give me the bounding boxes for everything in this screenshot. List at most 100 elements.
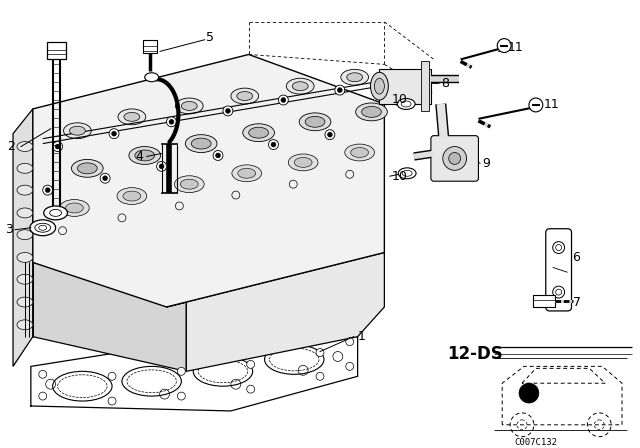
Ellipse shape bbox=[249, 127, 269, 138]
Circle shape bbox=[169, 119, 174, 124]
Ellipse shape bbox=[305, 116, 325, 127]
Ellipse shape bbox=[17, 230, 33, 240]
Ellipse shape bbox=[175, 98, 203, 114]
Ellipse shape bbox=[72, 159, 103, 177]
Ellipse shape bbox=[129, 146, 161, 164]
Circle shape bbox=[159, 164, 164, 169]
Polygon shape bbox=[13, 109, 33, 366]
Ellipse shape bbox=[398, 168, 416, 179]
Text: 3: 3 bbox=[5, 223, 13, 236]
Ellipse shape bbox=[35, 223, 51, 232]
Ellipse shape bbox=[294, 157, 312, 168]
Circle shape bbox=[223, 106, 233, 116]
Ellipse shape bbox=[180, 179, 198, 189]
Circle shape bbox=[497, 39, 511, 52]
Ellipse shape bbox=[371, 72, 388, 100]
Ellipse shape bbox=[145, 73, 159, 82]
Circle shape bbox=[449, 152, 461, 164]
Text: 9: 9 bbox=[483, 157, 490, 170]
Circle shape bbox=[109, 129, 119, 138]
Circle shape bbox=[335, 85, 345, 95]
Text: 10: 10 bbox=[391, 93, 407, 106]
Ellipse shape bbox=[288, 154, 318, 171]
Text: 10: 10 bbox=[391, 170, 407, 183]
Circle shape bbox=[519, 383, 539, 403]
Ellipse shape bbox=[17, 142, 33, 151]
Circle shape bbox=[325, 130, 335, 140]
Ellipse shape bbox=[340, 69, 369, 85]
Ellipse shape bbox=[44, 206, 67, 220]
Ellipse shape bbox=[397, 99, 415, 109]
Text: 11: 11 bbox=[508, 41, 524, 54]
Text: 12-DS: 12-DS bbox=[447, 345, 502, 363]
Circle shape bbox=[269, 140, 278, 150]
Ellipse shape bbox=[17, 164, 33, 173]
Ellipse shape bbox=[374, 78, 385, 94]
Text: 6: 6 bbox=[573, 251, 580, 264]
Circle shape bbox=[100, 173, 110, 183]
Bar bbox=[47, 42, 65, 60]
Bar bbox=[421, 61, 429, 111]
Circle shape bbox=[111, 131, 116, 136]
Ellipse shape bbox=[123, 191, 141, 201]
Circle shape bbox=[281, 98, 286, 103]
Ellipse shape bbox=[191, 138, 211, 149]
Circle shape bbox=[529, 98, 543, 112]
Text: 7: 7 bbox=[573, 296, 580, 309]
Polygon shape bbox=[33, 263, 186, 371]
Ellipse shape bbox=[286, 78, 314, 94]
Circle shape bbox=[52, 142, 63, 151]
Circle shape bbox=[157, 161, 166, 171]
Ellipse shape bbox=[17, 297, 33, 307]
Text: 8: 8 bbox=[441, 77, 449, 90]
Ellipse shape bbox=[117, 188, 147, 204]
Circle shape bbox=[337, 88, 342, 93]
Circle shape bbox=[39, 370, 47, 378]
Text: 1: 1 bbox=[358, 330, 365, 343]
Ellipse shape bbox=[118, 109, 146, 125]
Ellipse shape bbox=[356, 103, 387, 121]
Circle shape bbox=[166, 117, 177, 127]
Circle shape bbox=[39, 392, 47, 400]
Circle shape bbox=[102, 176, 108, 181]
Circle shape bbox=[443, 146, 467, 170]
Ellipse shape bbox=[300, 113, 331, 131]
Circle shape bbox=[216, 153, 221, 158]
Ellipse shape bbox=[362, 107, 381, 117]
FancyBboxPatch shape bbox=[431, 136, 479, 181]
Circle shape bbox=[247, 385, 255, 393]
Circle shape bbox=[45, 188, 50, 193]
Ellipse shape bbox=[351, 147, 369, 157]
Ellipse shape bbox=[237, 91, 253, 100]
Bar bbox=[380, 69, 431, 104]
Ellipse shape bbox=[63, 123, 92, 138]
Circle shape bbox=[108, 372, 116, 380]
Ellipse shape bbox=[77, 163, 97, 174]
Ellipse shape bbox=[238, 168, 255, 178]
Circle shape bbox=[553, 241, 564, 254]
Circle shape bbox=[346, 362, 354, 370]
Circle shape bbox=[316, 372, 324, 380]
Circle shape bbox=[346, 338, 354, 345]
Ellipse shape bbox=[231, 88, 259, 104]
Ellipse shape bbox=[243, 124, 275, 142]
Ellipse shape bbox=[17, 274, 33, 284]
FancyBboxPatch shape bbox=[546, 229, 572, 311]
Circle shape bbox=[553, 286, 564, 298]
Ellipse shape bbox=[17, 185, 33, 195]
Circle shape bbox=[225, 108, 230, 113]
Ellipse shape bbox=[17, 320, 33, 330]
Ellipse shape bbox=[60, 199, 89, 216]
Bar bbox=[533, 295, 555, 307]
Circle shape bbox=[271, 142, 276, 147]
Ellipse shape bbox=[175, 176, 204, 193]
Ellipse shape bbox=[65, 203, 83, 213]
Ellipse shape bbox=[345, 144, 374, 161]
Ellipse shape bbox=[124, 112, 140, 121]
Ellipse shape bbox=[30, 220, 56, 236]
Ellipse shape bbox=[292, 82, 308, 90]
Circle shape bbox=[108, 397, 116, 405]
Ellipse shape bbox=[186, 135, 217, 152]
Text: 5: 5 bbox=[206, 31, 214, 44]
Text: 11: 11 bbox=[544, 99, 559, 112]
